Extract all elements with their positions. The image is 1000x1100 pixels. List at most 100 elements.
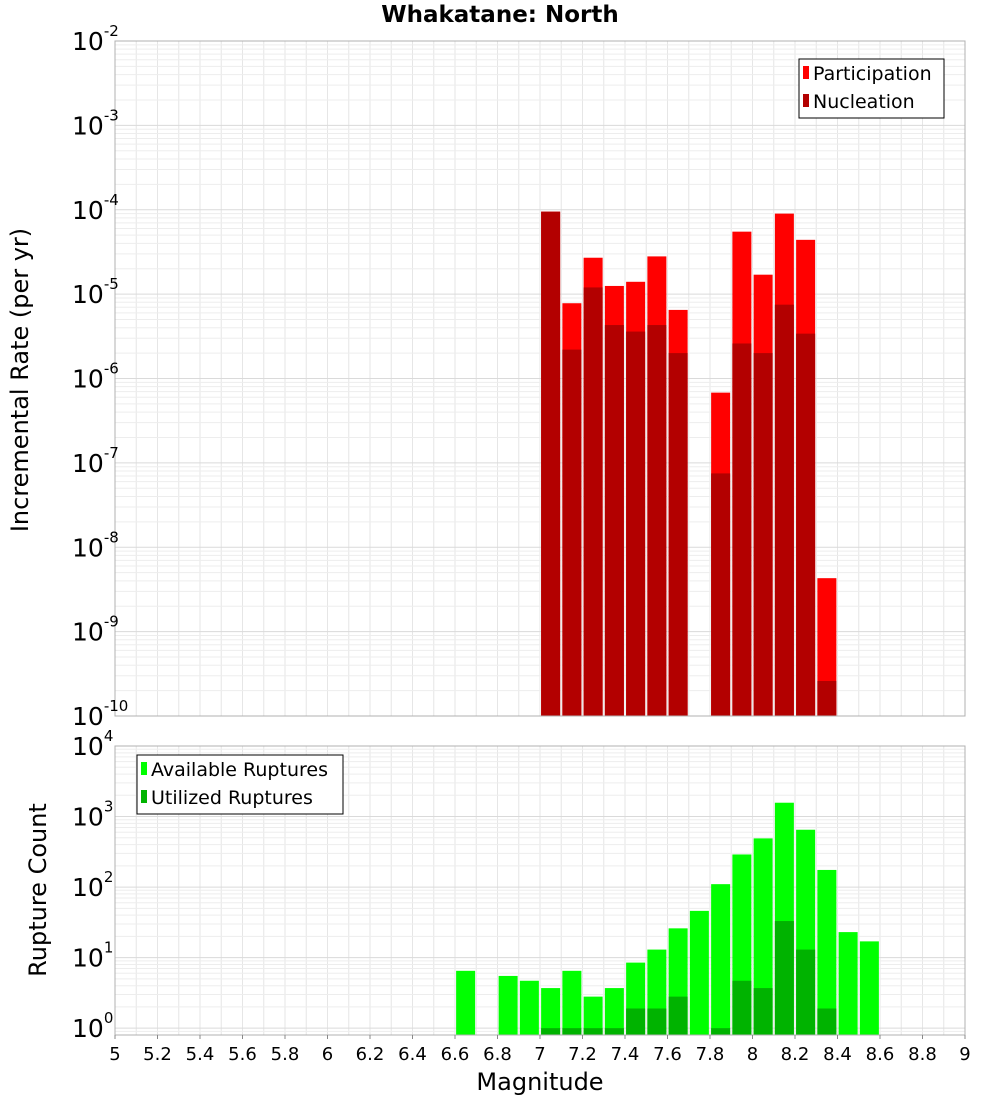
bar-available-ruptures (753, 838, 773, 1035)
rate-plot: 10-10 10-9 10-8 10-7 10-6 10-5 10-4 10-3 10-2 Par… (72, 22, 966, 731)
y-tick-label: 10-2 (72, 22, 119, 56)
y-tick-labels: 100 101 102 103 104 (72, 727, 113, 1043)
x-tick-label: 5 (109, 1044, 120, 1065)
bar-nucleation (583, 287, 603, 716)
y-axis-label-rate: Incremental Rate (per yr) (6, 228, 34, 532)
x-tick-label: 6.6 (441, 1044, 470, 1065)
bar-utilized-ruptures (583, 1028, 603, 1035)
x-tick-label: 7.8 (696, 1044, 725, 1065)
bar-nucleation (604, 325, 624, 716)
y-tick-label: 10-10 (72, 697, 128, 731)
x-tick-label: 8.4 (823, 1044, 852, 1065)
chart-title: Whakatane: North (381, 2, 619, 28)
x-tick-label: 8.8 (908, 1044, 937, 1065)
y-axis-label-count: Rupture Count (24, 803, 52, 977)
x-tick-label: 7.6 (653, 1044, 682, 1065)
x-tick-label: 6.2 (356, 1044, 385, 1065)
bar-nucleation (562, 349, 582, 716)
x-tick-label: 5.8 (271, 1044, 300, 1065)
bar-nucleation (753, 353, 773, 716)
x-tick-label: 7.4 (611, 1044, 640, 1065)
y-tick-label: 10-6 (72, 360, 119, 394)
legend-swatch (141, 790, 147, 803)
legend-label: Participation (813, 63, 932, 85)
legend-label: Available Ruptures (151, 759, 328, 781)
bars (456, 802, 879, 1035)
x-axis-label: Magnitude (476, 1068, 603, 1096)
y-tick-labels: 10-10 10-9 10-8 10-7 10-6 10-5 10-4 10-3 10-2 (72, 22, 128, 731)
bar-utilized-ruptures (774, 921, 794, 1035)
y-tick-label: 10-3 (72, 106, 119, 140)
x-tick-label: 5.2 (143, 1044, 172, 1065)
bar-available-ruptures (689, 910, 709, 1035)
y-tick-label: 103 (72, 798, 113, 832)
bar-nucleation (541, 211, 561, 716)
bar-utilized-ruptures (562, 1028, 582, 1035)
bar-available-ruptures (456, 970, 476, 1035)
x-tick-label: 7.2 (568, 1044, 597, 1065)
bar-utilized-ruptures (711, 1028, 731, 1035)
legend-swatch (803, 66, 809, 79)
y-tick-label: 100 (72, 1009, 113, 1043)
bar-available-ruptures (838, 932, 858, 1035)
bar-utilized-ruptures (668, 996, 688, 1035)
x-tick-label: 8.2 (781, 1044, 810, 1065)
x-tick-labels: 5 5.2 5.4 5.6 5.8 6 6.2 6.4 6.6 6.8 7 7.2 7.4 7.6 7.8 8… (109, 1035, 971, 1065)
bar-utilized-ruptures (604, 1028, 624, 1035)
x-tick-label: 5.4 (186, 1044, 215, 1065)
legend-box (798, 58, 945, 119)
y-tick-label: 101 (72, 939, 113, 973)
x-tick-label: 5.6 (228, 1044, 257, 1065)
y-tick-label: 104 (72, 727, 113, 761)
bar-utilized-ruptures (796, 949, 816, 1035)
bar-utilized-ruptures (647, 1008, 667, 1035)
bar-available-ruptures (498, 975, 518, 1035)
bar-nucleation (817, 680, 837, 716)
rupture-count-plot: 100 101 102 103 104 5 5.2 5.4 5.6 5.8 6 6.2 6.4 6.6 6.… (72, 727, 971, 1065)
x-tick-label: 6.8 (483, 1044, 512, 1065)
bar-nucleation (774, 304, 794, 716)
bar-available-ruptures (541, 988, 561, 1035)
bar-nucleation (647, 325, 667, 716)
bar-available-ruptures (817, 869, 837, 1035)
plot-frame (114, 40, 966, 717)
bar-utilized-ruptures (753, 988, 773, 1035)
legend-label: Utilized Ruptures (151, 787, 313, 809)
bar-utilized-ruptures (626, 1008, 646, 1035)
bar-available-ruptures (711, 884, 731, 1035)
y-tick-label: 10-5 (72, 275, 119, 309)
bar-available-ruptures (583, 996, 603, 1035)
x-tick-label: 6 (322, 1044, 333, 1065)
legend-box (136, 754, 344, 815)
bar-available-ruptures (519, 980, 539, 1035)
bar-utilized-ruptures (732, 980, 752, 1035)
bar-nucleation (711, 473, 731, 716)
y-tick-label: 10-7 (72, 444, 119, 478)
x-tick-label: 9 (959, 1044, 970, 1065)
legend: Participation Nucleation (798, 58, 945, 119)
bar-available-ruptures (604, 988, 624, 1035)
y-tick-label: 10-8 (72, 528, 119, 562)
x-tick-label: 8.6 (866, 1044, 895, 1065)
x-tick-label: 8 (747, 1044, 758, 1065)
bars (541, 211, 837, 717)
y-tick-label: 10-4 (72, 191, 119, 225)
legend-swatch (803, 94, 809, 107)
bar-nucleation (732, 343, 752, 716)
bar-utilized-ruptures (817, 1008, 837, 1035)
legend-label: Nucleation (813, 91, 915, 113)
y-tick-label: 10-9 (72, 613, 119, 647)
grid (114, 40, 966, 717)
bar-nucleation (668, 353, 688, 716)
x-tick-label: 7 (534, 1044, 545, 1065)
x-tick-label: 6.4 (398, 1044, 427, 1065)
y-tick-label: 102 (72, 868, 113, 902)
legend: Available Ruptures Utilized Ruptures (136, 754, 344, 815)
bar-nucleation (796, 333, 816, 716)
legend-swatch (141, 762, 147, 775)
bar-available-ruptures (859, 941, 879, 1035)
bar-available-ruptures (562, 970, 582, 1035)
bar-utilized-ruptures (541, 1028, 561, 1035)
bar-nucleation (626, 331, 646, 716)
